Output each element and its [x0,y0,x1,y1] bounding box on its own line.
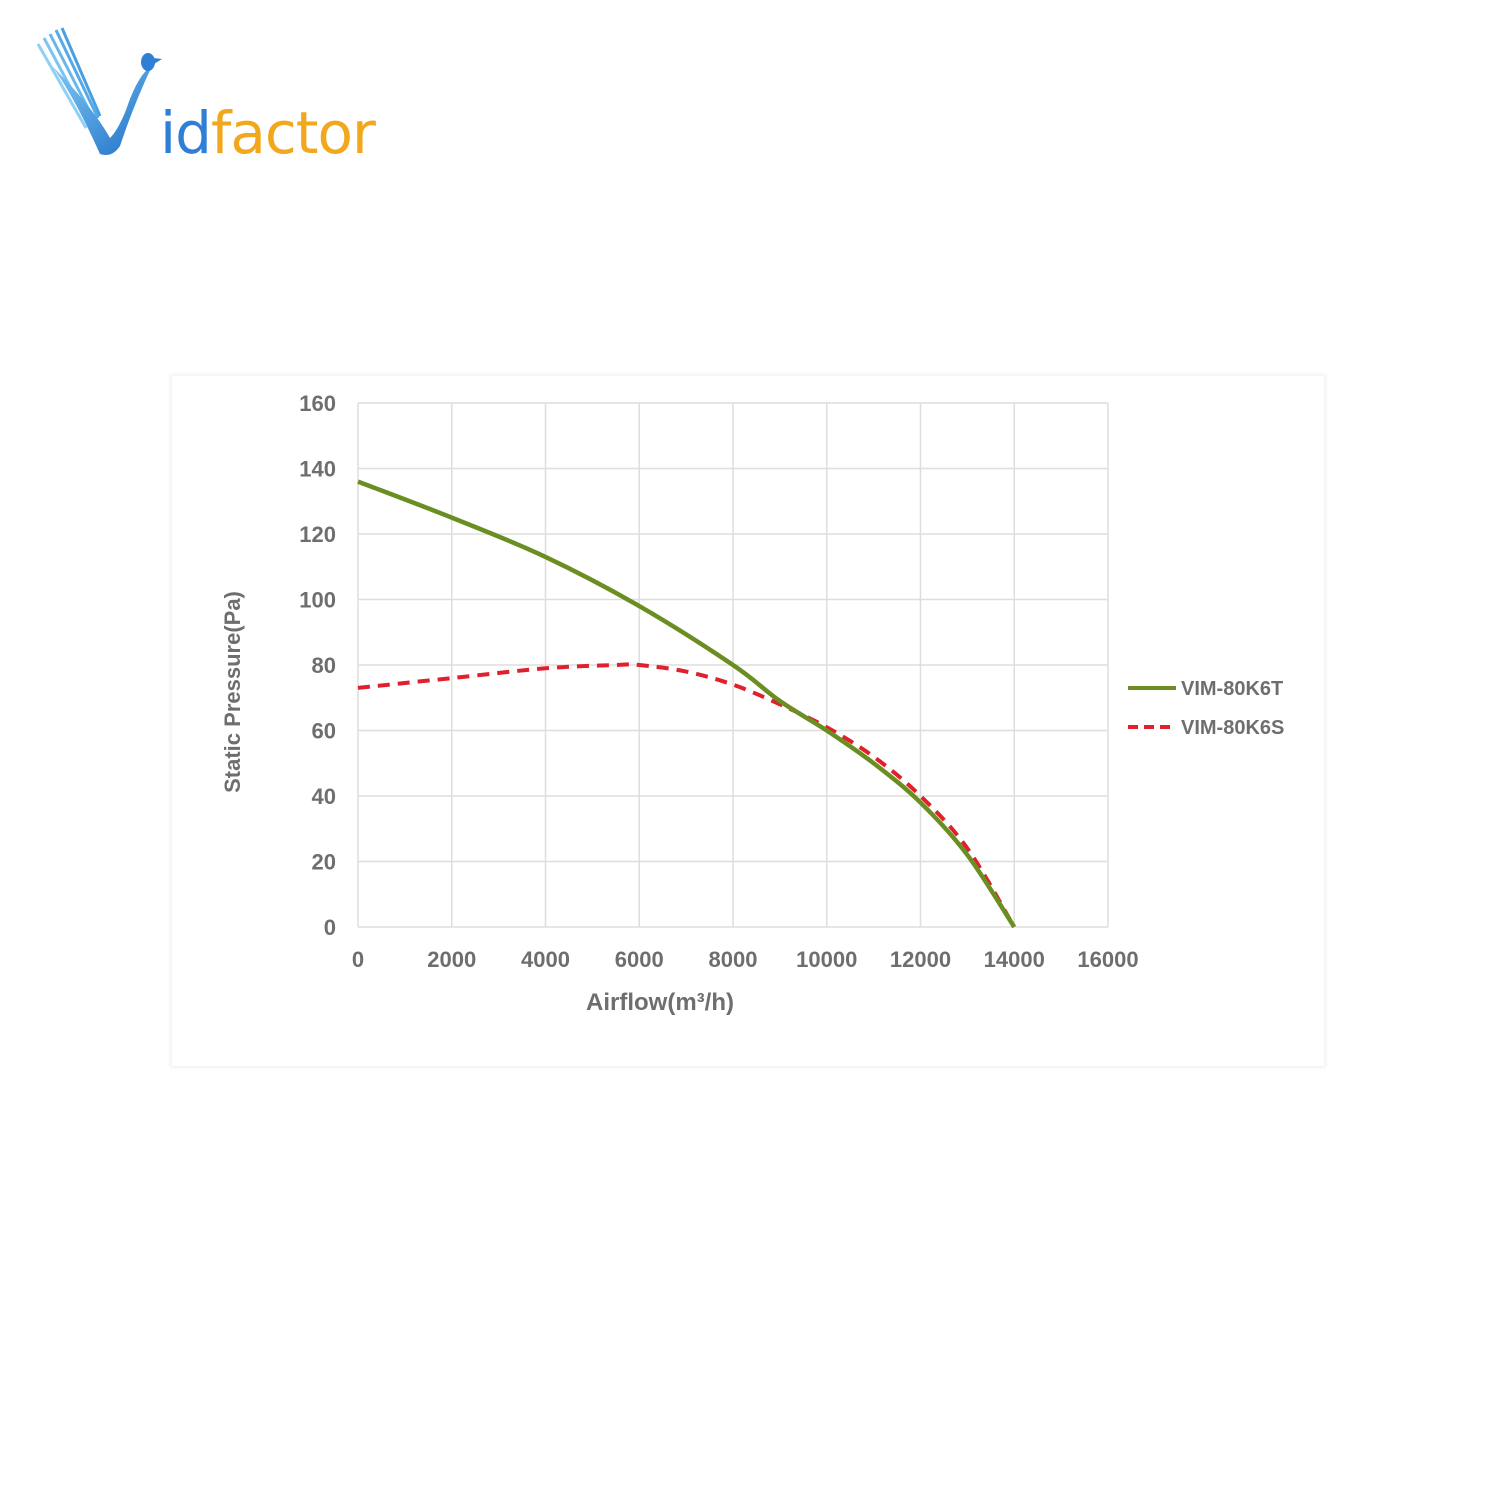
x-axis-title: Airflow(m³/h) [586,989,734,1016]
x-tick-label: 6000 [615,947,664,972]
y-tick-label: 80 [312,653,336,678]
x-tick-label: 2000 [427,947,476,972]
series-line-vim-80k6t [357,479,1017,929]
x-tick-label: 4000 [521,947,570,972]
x-tick-label: 0 [352,947,364,972]
tick-labels: 0 2000 4000 6000 8000 10000 12000 14000 16000 0 20… [299,391,1138,972]
legend-label-vim-80k6s: VIM-80K6S [1181,717,1284,739]
series-layer [357,479,1017,929]
y-axis-title: Static Pressure(Pa) [220,591,245,793]
y-tick-label: 20 [312,850,336,875]
y-tick-label: 60 [312,719,336,744]
brand-name-part2: factor [210,99,376,167]
y-tick-label: 160 [299,391,336,416]
vidfactor-logo: idfactor [34,26,394,166]
pressure-airflow-chart: 0 2000 4000 6000 8000 10000 12000 14000 16000 0 20… [220,391,1284,1016]
y-tick-label: 140 [299,457,336,482]
y-tick-label: 40 [312,784,336,809]
chart-legend: VIM-80K6T VIM-80K6S [1128,678,1284,739]
brand-wordmark: idfactor [160,104,376,162]
x-tick-label: 12000 [890,947,951,972]
x-tick-label: 10000 [796,947,857,972]
x-tick-label: 8000 [709,947,758,972]
brand-name-part1: id [160,99,212,167]
chart-container: 0 2000 4000 6000 8000 10000 12000 14000 16000 0 20… [172,376,1324,1066]
legend-label-vim-80k6t: VIM-80K6T [1181,678,1283,700]
bird-wing-icon [36,27,162,155]
y-tick-label: 100 [299,588,336,613]
x-tick-label: 14000 [984,947,1045,972]
series-line-vim-80k6s [357,662,1016,929]
y-tick-label: 120 [299,522,336,547]
x-tick-label: 16000 [1077,947,1138,972]
y-tick-label: 0 [324,915,336,940]
